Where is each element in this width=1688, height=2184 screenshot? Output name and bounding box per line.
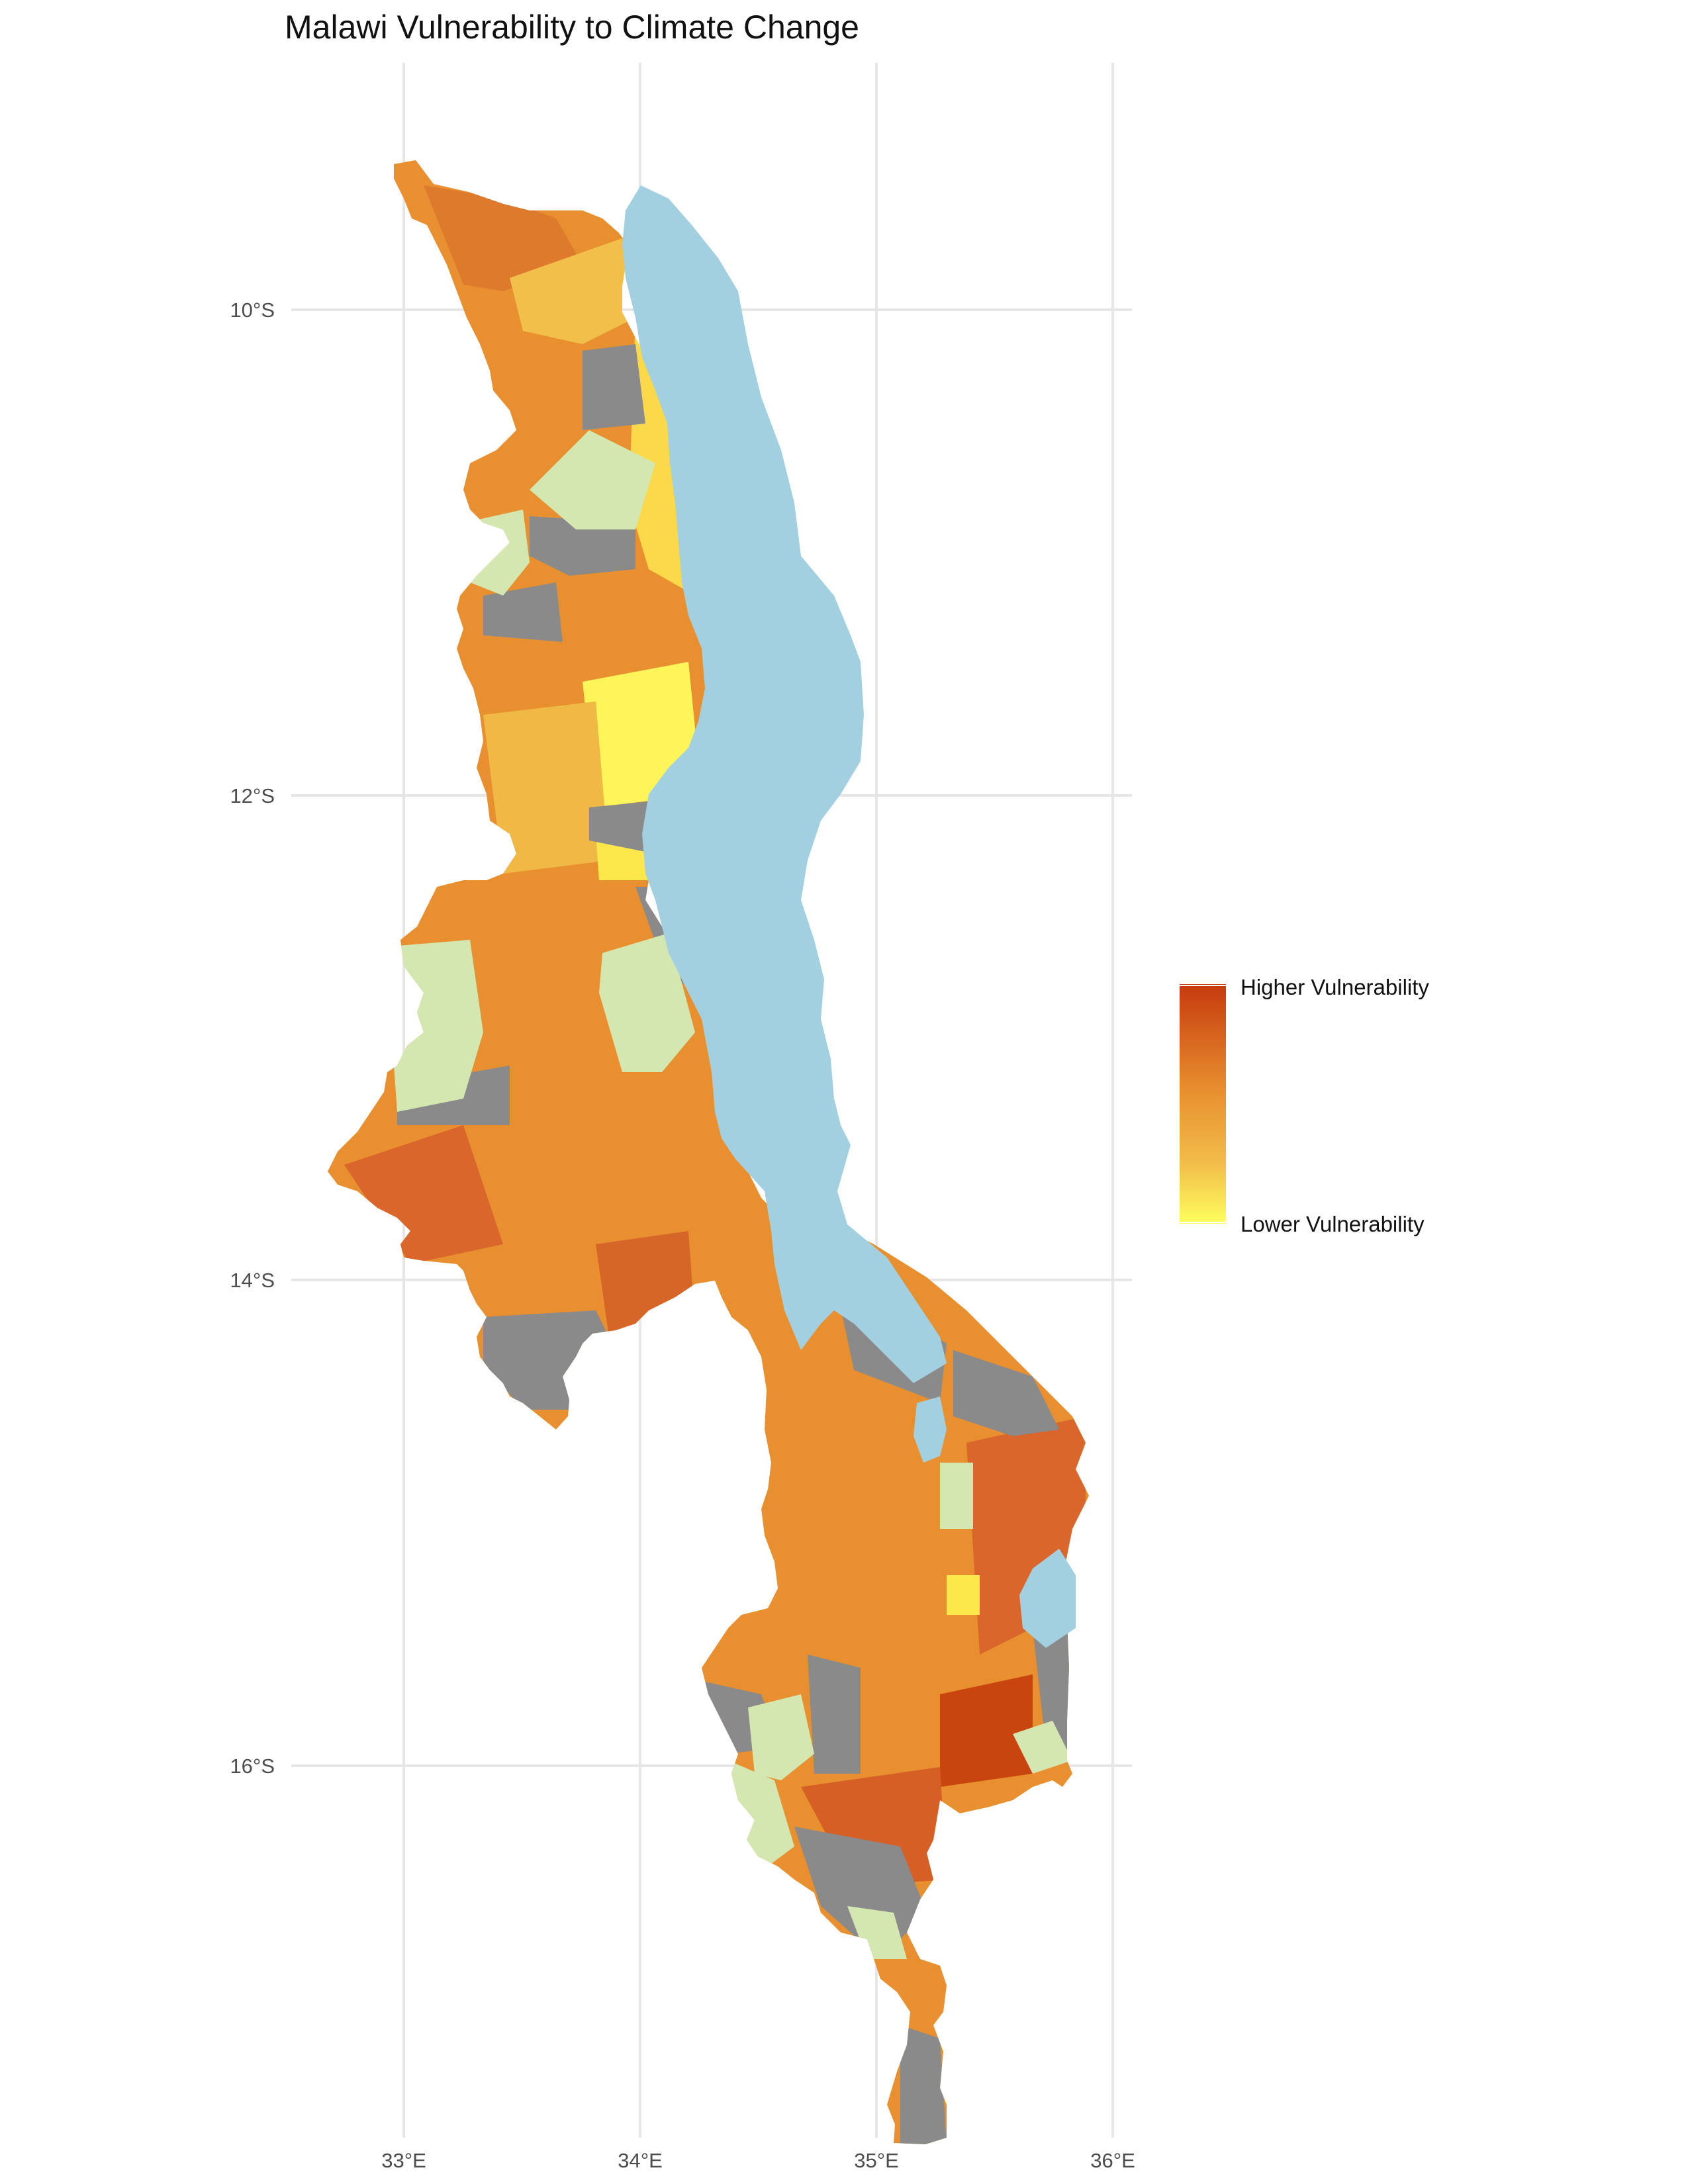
y-tick-label: 14°S	[230, 1269, 275, 1292]
no-data-north-2	[530, 516, 635, 576]
no-data-north-3	[483, 582, 563, 642]
protected-area-south-1	[748, 1694, 814, 1780]
x-axis: 33°E 34°E 35°E 36°E	[381, 2149, 1135, 2172]
no-data-central-3	[629, 1324, 735, 1390]
protected-area-nkhotakota	[599, 933, 695, 1072]
lake-chilwa	[1019, 1549, 1076, 1648]
x-tick-label: 34°E	[618, 2149, 663, 2172]
protected-area-liwonde	[940, 1463, 973, 1529]
no-data-south-2	[808, 1655, 861, 1774]
region-north-light	[510, 238, 635, 344]
legend-high-label: Higher Vulnerability	[1241, 975, 1429, 999]
protected-area-nyika	[530, 430, 655, 529]
region-center-dark	[596, 1231, 695, 1337]
region-south-dark	[801, 1767, 947, 1886]
x-tick-label: 33°E	[381, 2149, 426, 2172]
x-tick-label: 36°E	[1090, 2149, 1135, 2172]
region-west-dark	[344, 1125, 503, 1264]
lakes	[622, 185, 1076, 1648]
map-title: Malawi Vulnerability to Climate Change	[285, 9, 859, 46]
x-tick-label: 35°E	[854, 2149, 899, 2172]
y-tick-label: 10°S	[230, 298, 275, 322]
no-data-north-1	[583, 344, 645, 430]
region-central-light	[483, 702, 609, 874]
y-axis: 10°S 12°S 14°S 16°S	[230, 298, 275, 1778]
no-data-south-4	[900, 2025, 947, 2144]
protected-area-mulanje	[1013, 1721, 1072, 1774]
no-data-east-2	[953, 1350, 1059, 1436]
legend: Higher Vulnerability Lower Vulnerability	[1180, 975, 1429, 1236]
lake-malombe	[914, 1396, 947, 1463]
lake-malawi	[622, 185, 947, 1383]
legend-low-label: Lower Vulnerability	[1241, 1212, 1425, 1236]
legend-color-bar	[1180, 984, 1226, 1224]
no-data-southwest	[483, 1310, 622, 1410]
y-tick-label: 12°S	[230, 784, 275, 807]
region-north-dark	[424, 185, 583, 291]
y-tick-label: 16°S	[230, 1754, 275, 1778]
region-south-darkest	[940, 1674, 1033, 1787]
region-south-yellow	[947, 1575, 980, 1615]
no-data-central-1	[589, 801, 655, 854]
